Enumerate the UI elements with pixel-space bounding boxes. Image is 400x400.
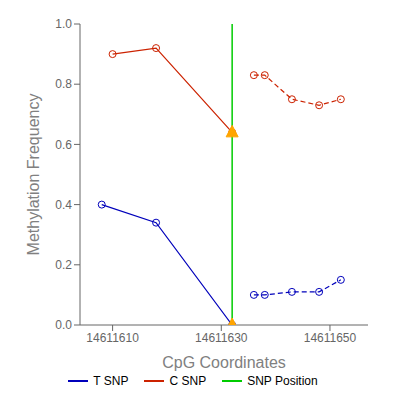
svg-text:0.2: 0.2 bbox=[55, 258, 72, 272]
svg-text:Methylation Frequency: Methylation Frequency bbox=[25, 94, 42, 256]
svg-text:0.0: 0.0 bbox=[55, 318, 72, 332]
svg-text:0.6: 0.6 bbox=[55, 138, 72, 152]
svg-text:14611630: 14611630 bbox=[195, 331, 248, 345]
svg-text:CpG Coordinates: CpG Coordinates bbox=[162, 354, 286, 371]
svg-text:14611610: 14611610 bbox=[86, 331, 139, 345]
svg-text:1.0: 1.0 bbox=[55, 17, 72, 31]
html-text:C SNP: C SNP bbox=[169, 374, 207, 388]
html-text:SNP Position: SNP Position bbox=[247, 374, 318, 388]
html-text:T SNP: T SNP bbox=[93, 374, 129, 388]
svg-text:14611650: 14611650 bbox=[304, 331, 357, 345]
svg-text:0.4: 0.4 bbox=[55, 198, 72, 212]
svg-text:0.8: 0.8 bbox=[55, 77, 72, 91]
